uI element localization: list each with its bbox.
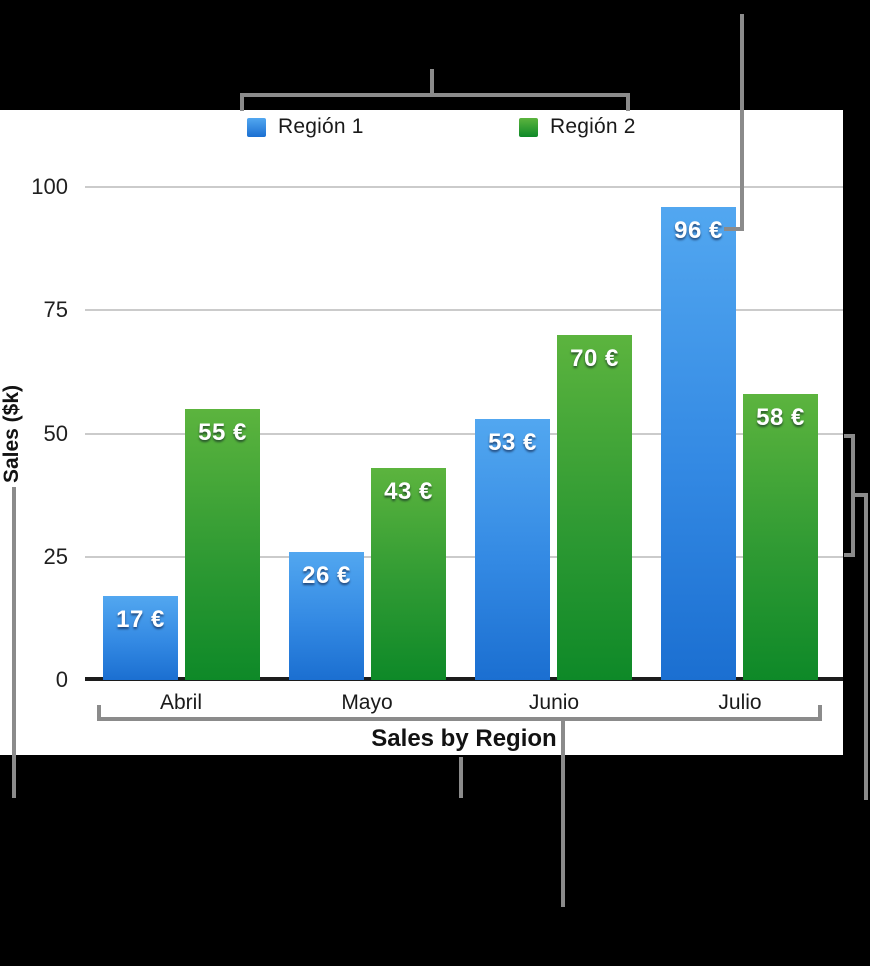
y-axis-tick-label: 75 [43, 297, 68, 322]
legend-bracket-left-tick [240, 93, 244, 111]
legend-item-región-2: Región 2 [519, 115, 636, 139]
bar-región-2-mayo: 43 € [371, 468, 446, 680]
x-axis-category-label: Abril [159, 691, 202, 714]
x-axis-category-label: Junio [528, 691, 580, 714]
chart-legend: Región 1 Región 2 [0, 110, 843, 152]
x-axis-category-label: Mayo [341, 691, 393, 714]
x-axis-category-label: Julio [718, 691, 762, 714]
bar-value-label: 55 € [198, 419, 247, 446]
legend-item-región-1: Región 1 [247, 115, 364, 139]
gridline [85, 309, 843, 311]
legend-bracket-right-tick [626, 93, 630, 111]
legend-bracket-stem [430, 69, 434, 97]
category-bracket-bar [97, 717, 822, 721]
bar-región-1-abril: 17 € [103, 596, 178, 680]
legend-label: Región 2 [550, 115, 636, 138]
bar-value-label: 58 € [756, 404, 805, 431]
legend-bracket-bar [240, 93, 630, 97]
bar-value-label: 96 € [674, 217, 723, 244]
scale-bracket-bottom-tick [844, 553, 855, 557]
legend-swatch-icon [519, 117, 538, 137]
bar-región-1-julio: 96 € [661, 207, 736, 680]
gridline [85, 433, 843, 435]
bar-value-label: 70 € [570, 345, 619, 372]
bar-región-2-julio: 58 € [743, 394, 818, 680]
bar-región-2-abril: 55 € [185, 409, 260, 680]
scale-bracket-top-tick [844, 434, 855, 438]
bar-value-label: 17 € [116, 606, 165, 633]
data-label-pointer-hook [724, 227, 744, 231]
chart-panel: Región 1 Región 2 Sales ($k) 0 25 50 75 100 1… [0, 110, 843, 755]
y-axis-tick-label: 100 [31, 174, 68, 199]
bar-value-label: 43 € [384, 478, 433, 505]
scale-bracket-mid-stem [851, 493, 868, 497]
y-axis-tick-label: 25 [43, 544, 68, 569]
axis-title-pointer [459, 757, 463, 798]
bar-región-1-junio: 53 € [475, 419, 550, 680]
value-axis-title-pointer [12, 487, 16, 798]
category-bracket-stem [561, 717, 565, 907]
bar-value-label: 26 € [302, 562, 351, 589]
category-bracket-left-tick [97, 705, 101, 721]
gridline [85, 186, 843, 188]
scale-bracket-edge-line [864, 493, 868, 800]
x-axis-title: Sales by Region [371, 725, 557, 752]
y-axis-tick-label: 50 [43, 421, 68, 446]
y-axis-tick-label: 0 [55, 667, 68, 692]
legend-swatch-icon [247, 117, 266, 137]
x-axis-line [85, 677, 843, 681]
category-bracket-right-tick [818, 705, 822, 721]
bar-región-1-mayo: 26 € [289, 552, 364, 680]
bar-value-label: 53 € [488, 429, 537, 456]
gridline [85, 556, 843, 558]
data-label-pointer-vertical [740, 14, 744, 231]
bar-región-2-junio: 70 € [557, 335, 632, 680]
legend-label: Región 1 [278, 115, 364, 138]
